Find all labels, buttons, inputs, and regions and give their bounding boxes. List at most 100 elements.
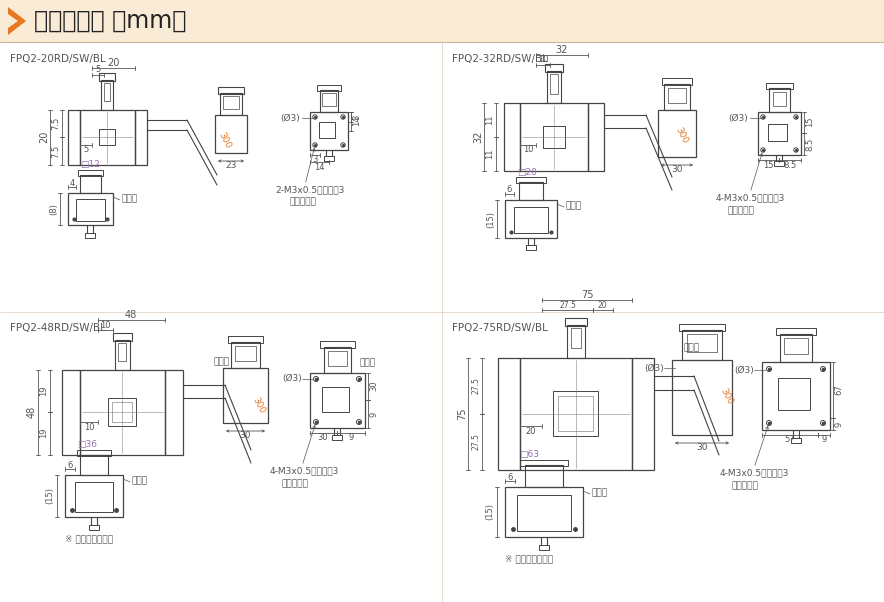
Text: 発光面: 発光面: [131, 477, 147, 485]
Bar: [310, 112, 348, 150]
Text: (Ø3): (Ø3): [280, 114, 300, 122]
Bar: [547, 71, 561, 103]
Bar: [310, 373, 365, 428]
Text: 11: 11: [485, 149, 494, 160]
Text: □20: □20: [517, 167, 537, 176]
Text: 300: 300: [674, 125, 690, 144]
Bar: [520, 460, 568, 466]
Text: 4-M3x0.5螺丝孔深3: 4-M3x0.5螺丝孔深3: [270, 467, 339, 476]
Text: 20: 20: [598, 300, 606, 309]
Bar: [115, 340, 130, 370]
Text: 19: 19: [40, 428, 49, 438]
Bar: [223, 96, 239, 109]
Bar: [104, 83, 110, 101]
Text: FPQ2-48RD/SW/BL: FPQ2-48RD/SW/BL: [10, 323, 106, 333]
Bar: [545, 64, 563, 72]
Bar: [768, 124, 787, 141]
Bar: [0, 0, 884, 42]
Bar: [565, 318, 587, 326]
Text: 発光面: 発光面: [565, 202, 581, 211]
Bar: [514, 207, 548, 233]
Text: 30: 30: [317, 433, 328, 442]
Text: ※ 反射板可拆下。: ※ 反射板可拆下。: [65, 535, 113, 544]
Bar: [62, 370, 80, 455]
Bar: [220, 93, 242, 115]
Text: 32: 32: [556, 45, 568, 55]
Bar: [519, 182, 543, 200]
Bar: [218, 87, 244, 94]
Bar: [228, 336, 263, 343]
Bar: [332, 435, 342, 440]
Text: 67: 67: [834, 385, 843, 396]
Bar: [68, 110, 80, 165]
Bar: [89, 525, 99, 530]
Text: 20: 20: [107, 58, 119, 68]
Bar: [679, 324, 725, 331]
Text: 10: 10: [537, 55, 548, 64]
Bar: [682, 330, 722, 360]
Text: 9: 9: [370, 411, 378, 417]
Bar: [65, 475, 123, 517]
Text: (Ø3): (Ø3): [728, 114, 748, 122]
Bar: [784, 338, 808, 354]
Text: (15): (15): [485, 503, 494, 521]
Bar: [520, 358, 632, 470]
Bar: [658, 110, 696, 157]
Text: 発光面: 発光面: [121, 194, 137, 203]
Bar: [80, 455, 108, 475]
Text: 23: 23: [225, 161, 237, 170]
Text: 10: 10: [522, 146, 533, 155]
Bar: [526, 245, 536, 250]
Text: 6: 6: [507, 185, 512, 194]
Text: 2-M3x0.5螺丝孔深3: 2-M3x0.5螺丝孔深3: [275, 185, 345, 194]
Bar: [632, 358, 654, 470]
Bar: [322, 93, 336, 106]
Bar: [525, 465, 563, 487]
Text: 6: 6: [67, 461, 72, 470]
Text: 27.5: 27.5: [471, 377, 481, 394]
Bar: [543, 126, 565, 148]
Bar: [80, 110, 135, 165]
Bar: [223, 368, 268, 423]
Bar: [668, 88, 686, 103]
Bar: [539, 545, 549, 550]
Text: 外形尺寸图 （mm）: 外形尺寸图 （mm）: [34, 9, 187, 33]
Bar: [558, 396, 593, 431]
Text: 30: 30: [671, 166, 682, 175]
Text: □12: □12: [80, 161, 100, 170]
Bar: [80, 175, 101, 193]
Bar: [517, 495, 571, 531]
Bar: [322, 387, 349, 412]
Text: 30: 30: [240, 432, 251, 441]
Text: 8.5: 8.5: [783, 161, 796, 170]
Bar: [99, 129, 115, 145]
Text: 75: 75: [457, 408, 467, 420]
Bar: [588, 103, 604, 171]
Bar: [118, 343, 126, 361]
Bar: [778, 378, 810, 410]
Text: 30: 30: [697, 444, 708, 453]
Bar: [774, 161, 784, 166]
Bar: [553, 391, 598, 436]
Bar: [235, 346, 256, 361]
Text: （安装用）: （安装用）: [282, 480, 309, 488]
Bar: [317, 85, 341, 91]
Text: 4-M3x0.5螺丝孔深3: 4-M3x0.5螺丝孔深3: [720, 468, 789, 477]
Bar: [320, 90, 338, 112]
Bar: [520, 103, 588, 171]
Bar: [550, 74, 558, 94]
Bar: [664, 84, 690, 110]
Bar: [571, 328, 581, 348]
Bar: [516, 177, 546, 183]
Text: (Ø3): (Ø3): [644, 364, 664, 373]
Text: □36: □36: [77, 441, 97, 450]
Bar: [319, 122, 335, 138]
Bar: [762, 362, 830, 430]
Bar: [68, 193, 113, 225]
Text: 20: 20: [526, 427, 537, 436]
Text: ※ 反射板可拆下。: ※ 反射板可拆下。: [505, 554, 553, 563]
Text: 反射板: 反射板: [213, 358, 229, 367]
Text: 300: 300: [719, 386, 735, 406]
Text: 3: 3: [353, 114, 362, 120]
Text: 57: 57: [785, 435, 796, 444]
